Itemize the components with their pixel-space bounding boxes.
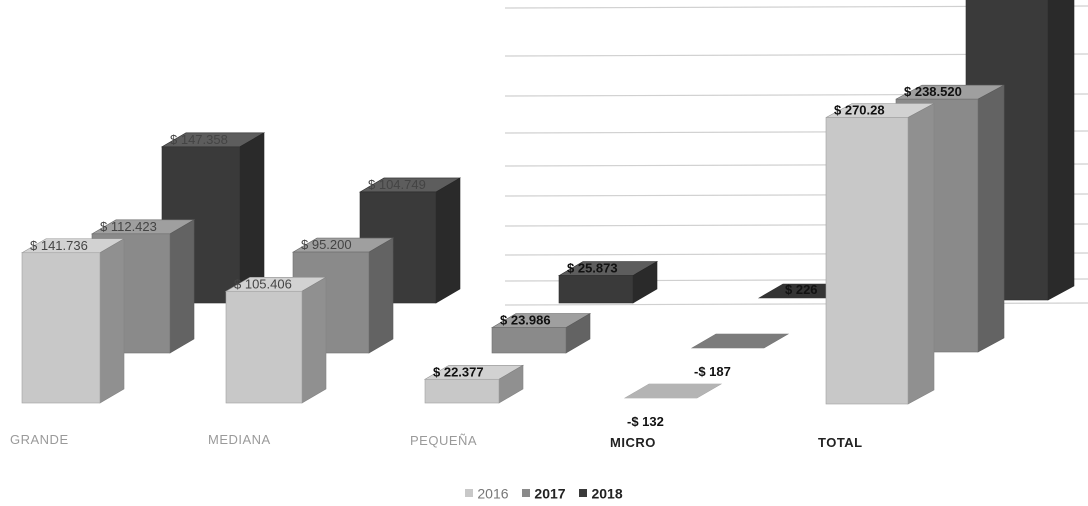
bar-side-face <box>169 219 195 354</box>
value-label-2018-4: $ 226 <box>785 282 818 297</box>
bar-2016-5 <box>825 102 935 405</box>
value-label-2016-5: $ 270.28 <box>834 103 885 118</box>
bar-front-face <box>491 327 567 354</box>
value-label-2017-5: $ 238.520 <box>904 84 962 99</box>
category-label-3: PEQUEÑA <box>410 433 477 448</box>
bar-flat-face <box>625 384 721 398</box>
category-label-2: MEDIANA <box>208 432 271 447</box>
value-labels: $ 147.358 $ 112.423 $ 141.736 $ 104.749 $ 95… <box>30 84 962 429</box>
bar-side-face <box>99 238 125 404</box>
bar-front-face <box>225 290 303 404</box>
category-label-4: MICRO <box>610 435 656 450</box>
bar-side-face <box>301 276 327 404</box>
value-label-2017-3: $ 23.986 <box>500 313 551 328</box>
bar-side-face <box>435 177 461 304</box>
value-label-2016-4: -$ 132 <box>627 414 664 429</box>
bar-side-face <box>1047 0 1075 301</box>
bar-2016-1 <box>20 238 126 404</box>
bar-side-face <box>907 102 935 405</box>
bar-2017-4 <box>690 333 790 349</box>
legend-item-2017: 2017 <box>522 484 566 501</box>
bar-side-face <box>977 84 1005 353</box>
category-labels: GRANDE MEDIANA PEQUEÑA MICRO TOTAL <box>10 432 863 450</box>
value-label-2018-1: $ 147.358 <box>170 132 228 147</box>
legend-swatch-2017 <box>522 488 531 497</box>
value-label-2017-1: $ 112.423 <box>100 219 157 234</box>
bar-front-face <box>424 378 500 404</box>
bar-2018-1 <box>160 132 266 304</box>
legend-label: 2018 <box>591 484 623 501</box>
bar-2016-2 <box>224 276 328 404</box>
bar-side-face <box>368 237 394 354</box>
value-label-2018-3: $ 25.873 <box>567 261 618 276</box>
bar-2016-4 <box>623 383 723 399</box>
bar-2018-3 <box>557 261 659 304</box>
legend: 2016 2017 2018 <box>0 483 1088 501</box>
category-label-5: TOTAL <box>818 435 863 450</box>
legend-swatch-2016 <box>465 488 474 497</box>
legend-label: 2017 <box>534 484 566 501</box>
bar-front-face <box>825 117 909 405</box>
bar-series <box>20 0 1075 405</box>
category-label-1: GRANDE <box>10 432 69 447</box>
legend-item-2016: 2016 <box>465 484 509 501</box>
value-label-2018-2: $ 104.749 <box>368 177 426 192</box>
legend-label: 2016 <box>477 484 509 501</box>
value-label-2016-1: $ 141.736 <box>30 238 88 253</box>
legend-item-2018: 2018 <box>579 484 623 501</box>
bar-2016-3 <box>423 364 525 404</box>
bar-front-face <box>558 275 634 304</box>
legend-swatch-2018 <box>579 488 588 497</box>
bar-front-face <box>21 252 101 404</box>
value-label-2017-2: $ 95.200 <box>301 237 352 252</box>
bar-flat-face <box>692 334 788 348</box>
bar-2017-3 <box>490 313 592 354</box>
value-label-2016-3: $ 22.377 <box>433 364 484 379</box>
value-label-2017-4: -$ 187 <box>694 364 731 379</box>
value-label-2016-2: $ 105.406 <box>234 276 292 291</box>
